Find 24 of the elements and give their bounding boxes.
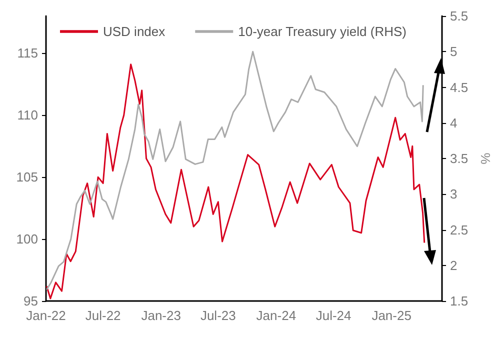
y-tick-label: 105 (16, 170, 38, 185)
y2-tick-label: 2.5 (450, 222, 468, 238)
x-tick-label: Jan-23 (141, 308, 181, 323)
legend-label: USD index (103, 24, 166, 39)
y-tick-label: 95 (24, 294, 38, 308)
y-tick-label: 115 (17, 46, 38, 61)
x-tick-label: Jul-24 (316, 308, 352, 323)
x-tick-label: Jul-22 (85, 308, 121, 323)
legend-label: 10-year Treasury yield (RHS) (238, 24, 406, 39)
y2-tick-label: 4 (450, 115, 458, 130)
x-tick-label: Jan-25 (372, 308, 412, 323)
y2-tick-label: 5 (450, 44, 458, 60)
y2-tick-label: 3.5 (450, 151, 468, 166)
y2-tick-label: 4.5 (450, 80, 468, 95)
y2-tick-label: 3 (450, 186, 458, 202)
x-tick-label: Jan-22 (26, 308, 66, 323)
y-tick-label: 110 (17, 108, 38, 123)
y2-axis-title: % (478, 152, 493, 165)
x-tick-label: Jul-23 (200, 308, 236, 323)
y-tick-label: 100 (16, 232, 38, 247)
y2-tick-label: 5.5 (450, 8, 468, 24)
x-tick-label: Jan-24 (256, 308, 296, 323)
y2-tick-label: 2 (450, 258, 458, 273)
y2-tick-label: 1.5 (450, 294, 468, 308)
